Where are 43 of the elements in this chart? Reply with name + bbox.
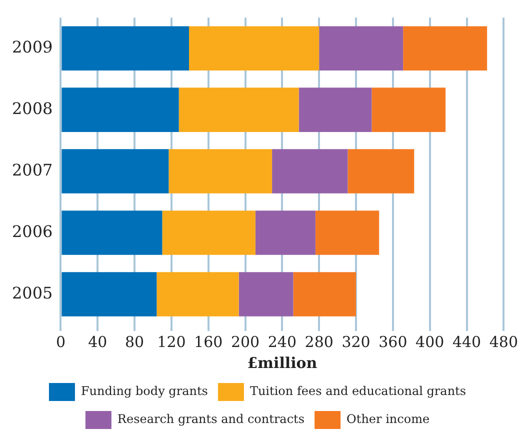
bar [62,88,179,132]
x-tick-label: 80 [125,332,144,351]
x-axis-title: £million [247,354,318,372]
x-tick-label: 480 [489,332,518,351]
x-tick-label: 280 [304,332,334,351]
bar [272,149,348,194]
bar [62,26,189,70]
bar [319,26,404,70]
x-tick-label: 320 [342,332,370,351]
x-tick-label: 440 [452,332,482,351]
y-tick-label: 2005 [12,283,53,302]
x-tick-label: 200 [230,332,260,351]
bar [168,149,272,194]
bar [156,272,239,316]
y-tick-label: 2009 [12,37,53,56]
x-tick-label: 0 [56,332,66,351]
bar [62,272,157,316]
bar [403,26,488,70]
bar [298,88,372,132]
x-tick-label: 160 [194,332,223,351]
legend-label: Research grants and contracts [117,412,305,426]
x-tick-label: 360 [378,332,408,351]
bar [255,210,316,255]
y-tick-label: 2008 [12,98,53,118]
bar [315,210,380,255]
bar [62,149,169,194]
bar [238,272,294,316]
y-tick-label: 2007 [12,160,53,180]
bar [372,88,446,132]
bar [293,272,356,316]
bar [348,149,414,194]
legend-label: Funding body grants [80,384,208,398]
x-tick-label: 40 [88,332,108,351]
bar [162,210,256,255]
bar [62,210,162,255]
x-tick-label: 400 [416,332,444,351]
legend-label: Other income [346,412,430,426]
y-tick-label: 2006 [12,222,53,241]
bar [188,26,320,70]
x-tick-label: 240 [268,332,297,351]
bar [178,88,299,132]
x-tick-label: 120 [157,332,186,351]
legend-label: Tuition fees and educational grants [250,384,466,398]
